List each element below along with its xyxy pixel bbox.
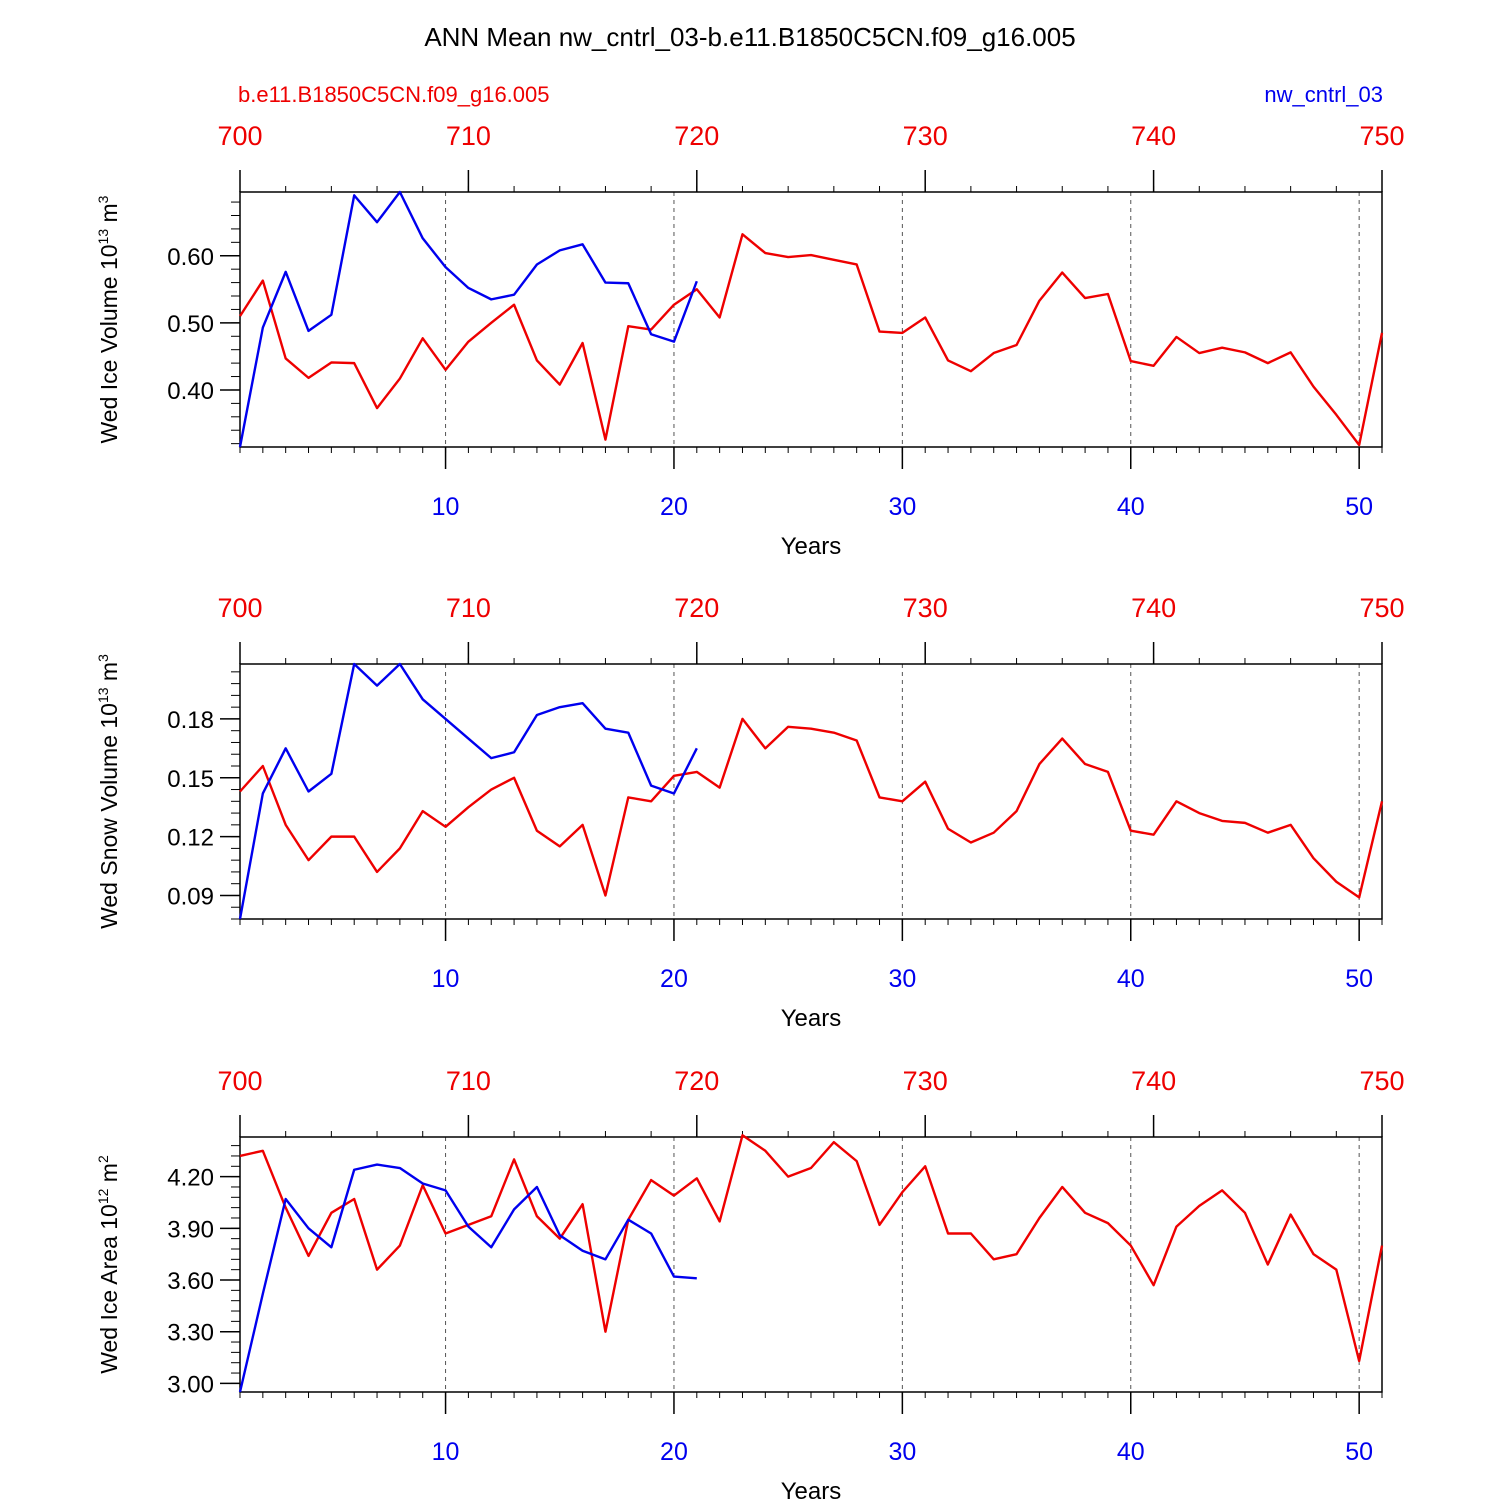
top-tick-label: 740 (1131, 121, 1176, 151)
y-tick-label: 0.50 (167, 311, 214, 338)
y-axis-label-exponent: 12 (95, 1188, 111, 1204)
top-tick-label: 750 (1359, 1066, 1404, 1096)
plot-frame (239, 191, 1383, 448)
y-tick-label: 0.18 (167, 707, 214, 734)
top-tick-label: 710 (446, 121, 491, 151)
y-tick-label: 3.30 (167, 1320, 214, 1347)
y-axis-label-text: Wed Ice Volume 10 (96, 244, 122, 443)
x-axis-label: Years (781, 533, 842, 560)
bottom-tick-label: 10 (432, 1438, 460, 1466)
y-tick-label: 0.09 (167, 883, 214, 910)
y-tick-label: 3.60 (167, 1268, 214, 1295)
bottom-tick-label: 30 (888, 1438, 916, 1466)
y-axis-label-unit: m (96, 662, 122, 688)
top-tick-label: 700 (217, 593, 262, 623)
y-axis-label: Wed Snow Volume 1013 m3 (95, 654, 122, 929)
y-tick-label: 0.40 (167, 378, 214, 405)
y-axis-label-unit-exponent: 2 (95, 1155, 111, 1163)
y-axis-label-text: Wed Snow Volume 10 (96, 703, 122, 929)
top-tick-label: 720 (674, 121, 719, 151)
bottom-tick-label: 40 (1117, 965, 1145, 993)
bottom-tick-label: 20 (660, 493, 688, 521)
top-tick-label: 710 (446, 593, 491, 623)
y-tick-label: 0.15 (167, 766, 214, 793)
series-line-case2 (238, 190, 698, 448)
series-line-case2 (238, 1163, 697, 1393)
y-axis-label-exponent: 13 (95, 229, 111, 245)
top-tick-label: 730 (903, 1066, 948, 1096)
series-line-case1 (239, 1134, 1384, 1363)
bottom-tick-label: 30 (888, 965, 916, 993)
top-tick-label: 730 (903, 593, 948, 623)
case1-label: b.e11.B1850C5CN.f09_g16.005 (238, 82, 550, 107)
bottom-tick-label: 20 (660, 1438, 688, 1466)
y-tick-label: 3.00 (167, 1371, 214, 1398)
y-axis-label-text: Wed Ice Area 10 (96, 1204, 122, 1374)
top-tick-label: 740 (1131, 1066, 1176, 1096)
y-axis-label: Wed Ice Area 1012 m2 (95, 1155, 122, 1374)
top-tick-label: 730 (903, 121, 948, 151)
bottom-tick-label: 50 (1345, 965, 1373, 993)
y-axis-label: Wed Ice Volume 1013 m3 (95, 195, 122, 443)
figure-title: ANN Mean nw_cntrl_03-b.e11.B1850C5CN.f09… (424, 22, 1075, 52)
y-axis-label-unit: m (96, 1163, 122, 1189)
panel-3: 700 710 720 730 740 750 10 20 30 40 50 Years 3.00 3.3… (95, 1066, 1405, 1500)
y-tick-label: 3.90 (167, 1216, 214, 1243)
bottom-tick-label: 20 (660, 965, 688, 993)
bottom-tick-label: 40 (1117, 1438, 1145, 1466)
top-tick-label: 750 (1359, 593, 1404, 623)
series-line-case1 (238, 233, 1384, 447)
top-tick-label: 750 (1359, 121, 1404, 151)
y-axis-label-exponent: 13 (95, 687, 111, 703)
bottom-tick-label: 30 (888, 493, 916, 521)
bottom-tick-label: 50 (1345, 1438, 1373, 1466)
panel-1: 700 710 720 730 740 750 10 20 30 40 50 Years 0.40 0.5… (95, 121, 1405, 560)
case2-label: nw_cntrl_03 (1264, 82, 1383, 107)
y-axis-label-unit-exponent: 3 (95, 195, 111, 203)
y-tick-label: 4.20 (167, 1165, 214, 1192)
series-line-case2 (238, 662, 698, 920)
plot-frame (239, 663, 1383, 920)
bottom-tick-label: 40 (1117, 493, 1145, 521)
bottom-tick-label: 50 (1345, 493, 1373, 521)
top-tick-label: 740 (1131, 593, 1176, 623)
x-axis-label: Years (781, 1005, 842, 1032)
x-axis-label: Years (781, 1478, 842, 1500)
bottom-tick-label: 10 (432, 965, 460, 993)
y-axis-label-unit: m (96, 203, 122, 229)
y-tick-label: 0.60 (167, 244, 214, 271)
top-tick-label: 720 (674, 593, 719, 623)
bottom-tick-label: 10 (432, 493, 460, 521)
top-tick-label: 700 (217, 121, 262, 151)
top-tick-label: 710 (446, 1066, 491, 1096)
series-line-case1 (239, 717, 1384, 899)
panels: 700 710 720 730 740 750 10 20 30 40 50 Years 0.40 0.5… (95, 121, 1405, 1500)
y-axis-label-unit-exponent: 3 (95, 654, 111, 662)
top-tick-label: 720 (674, 1066, 719, 1096)
y-tick-label: 0.12 (167, 825, 214, 852)
top-tick-label: 700 (217, 1066, 262, 1096)
panel-2: 700 710 720 730 740 750 10 20 30 40 50 Years 0.09 0.1… (95, 593, 1405, 1032)
